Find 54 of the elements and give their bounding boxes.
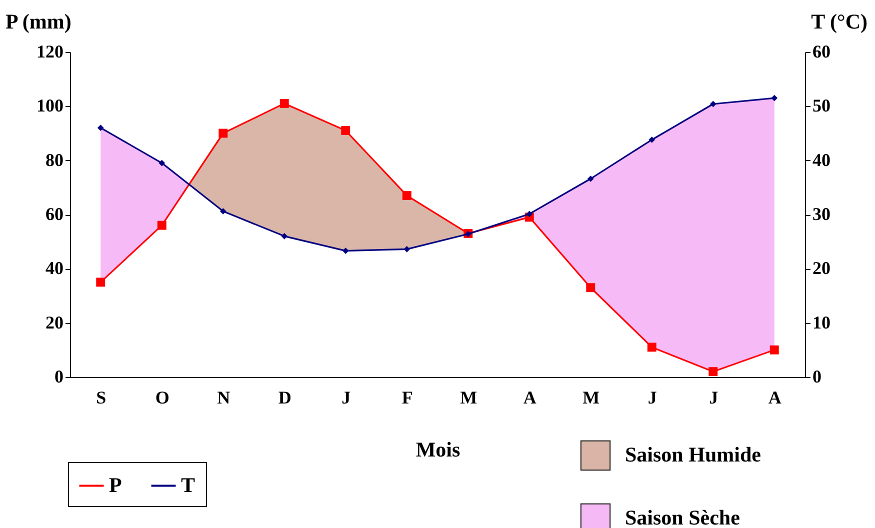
- point: [771, 94, 778, 102]
- point: [96, 278, 106, 287]
- point: [770, 345, 779, 354]
- x-tick-label: F: [402, 388, 413, 408]
- point: [157, 220, 166, 230]
- point: [281, 233, 288, 240]
- legend-label: P: [109, 472, 122, 497]
- point: [526, 210, 533, 218]
- y2-tick-label: 50: [812, 96, 830, 116]
- point: [402, 191, 412, 200]
- x-tick-label: J: [342, 388, 351, 408]
- point: [587, 176, 594, 182]
- point: [710, 100, 716, 108]
- y2-tick-label: 10: [812, 312, 830, 332]
- y2-tick-label: 20: [812, 258, 830, 278]
- point: [97, 124, 104, 131]
- x-tick-label: M: [582, 388, 600, 408]
- y-tick-label: 60: [46, 204, 64, 224]
- y-tick-label: 20: [46, 312, 64, 332]
- y-tick-label: 40: [46, 258, 64, 278]
- point: [218, 128, 228, 138]
- point: [280, 98, 289, 108]
- x-tick-label: M: [460, 388, 478, 408]
- point: [341, 126, 350, 136]
- y2-tick-label: 30: [812, 204, 830, 224]
- point: [586, 283, 596, 292]
- x-axis-title: Mois: [416, 438, 460, 462]
- point: [404, 246, 410, 252]
- y-tick-label: 80: [46, 150, 64, 170]
- x-tick-label: J: [648, 388, 657, 408]
- y2-tick-label: 40: [812, 150, 830, 170]
- point: [220, 208, 226, 214]
- point: [647, 342, 656, 352]
- point: [342, 248, 349, 254]
- point: [648, 136, 656, 143]
- legend-label: T: [181, 472, 196, 497]
- y-tick-label: 120: [36, 42, 64, 62]
- x-tick-label: O: [155, 388, 170, 408]
- x-tick-label: J: [709, 388, 718, 408]
- x-tick-label: D: [278, 388, 292, 408]
- y2-tick-label: 60: [812, 42, 830, 62]
- x-tick-label: S: [96, 388, 106, 408]
- y2-tick-label: 0: [812, 366, 822, 386]
- x-tick-label: A: [768, 388, 782, 408]
- text: Saison Sèche: [625, 506, 740, 528]
- y-tick-label: 100: [36, 96, 64, 116]
- y2-axis-title: T (°C): [811, 10, 868, 34]
- x-tick-label: N: [217, 388, 230, 408]
- point: [158, 160, 166, 166]
- y-axis-title: P (mm): [6, 10, 72, 34]
- y-tick-label: 0: [54, 366, 64, 386]
- text: Saison Humide: [625, 442, 761, 466]
- x-tick-label: A: [523, 388, 536, 408]
- point: [708, 367, 718, 376]
